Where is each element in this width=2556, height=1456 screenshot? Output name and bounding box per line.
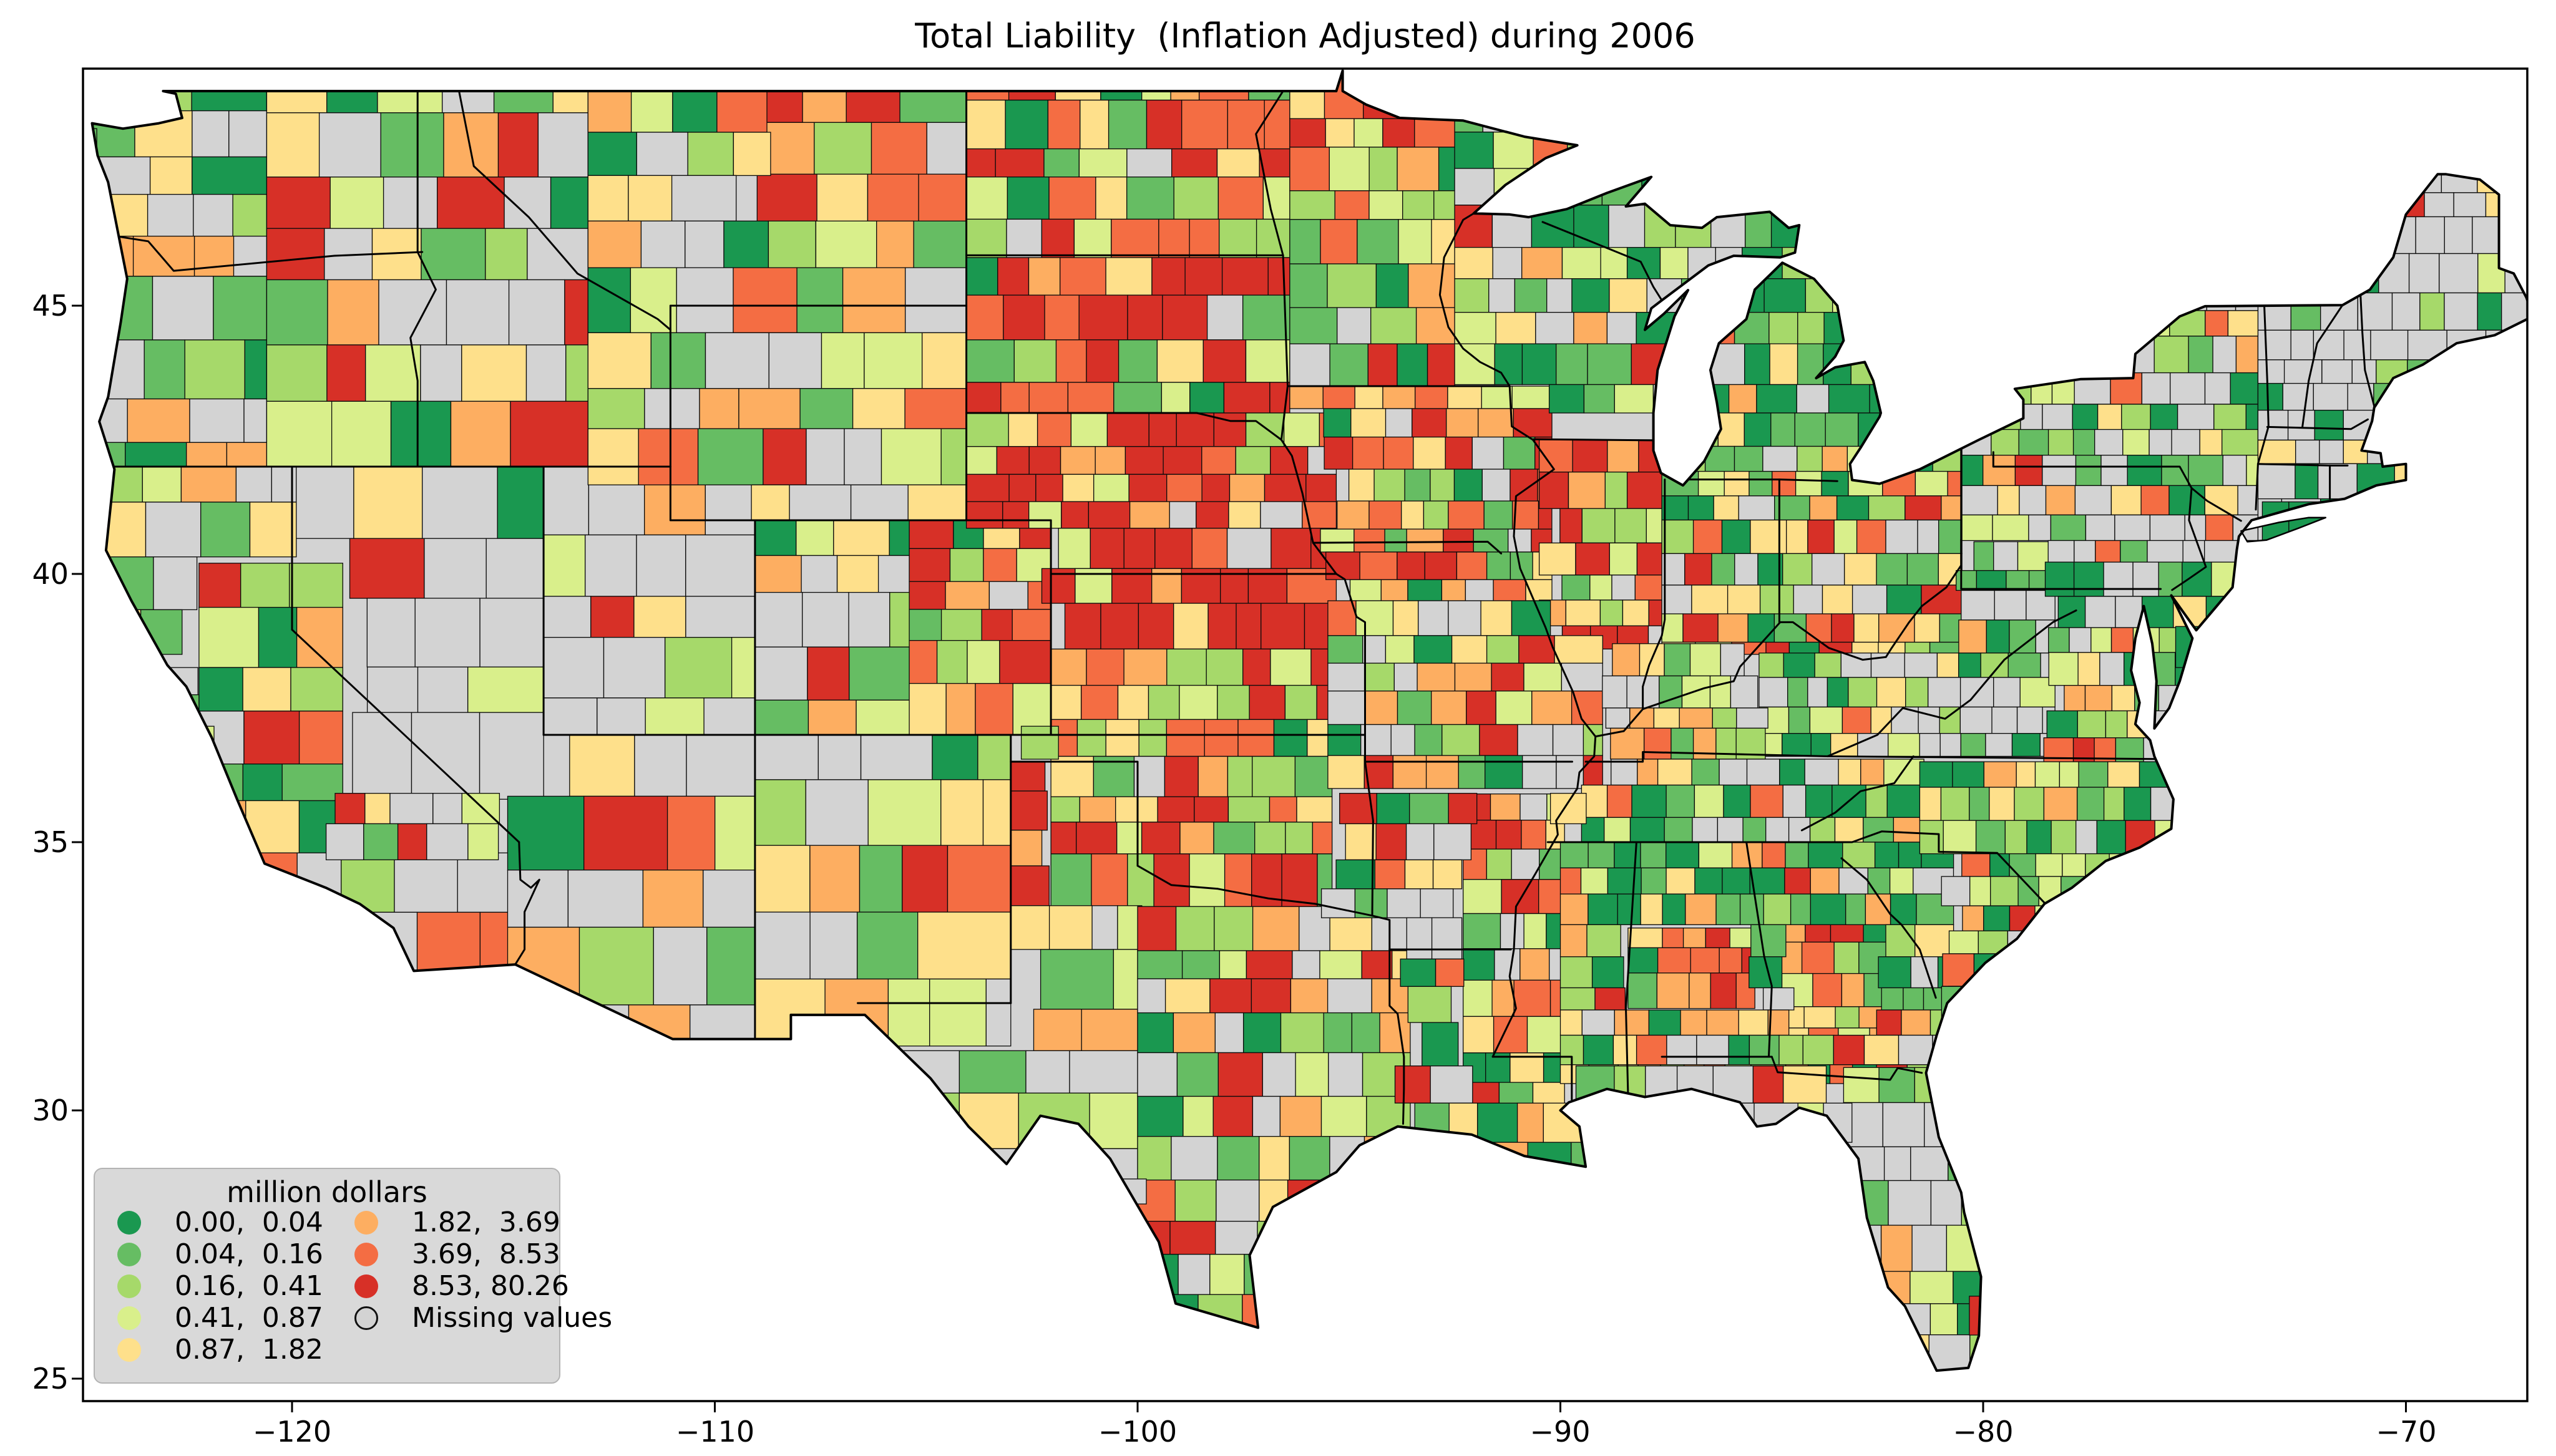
legend-item: 0.00, 0.04 [117, 1206, 323, 1238]
x-axis-tick-label: −120 [252, 1415, 332, 1449]
y-axis-tick-label: 45 [32, 289, 69, 323]
legend-item-label: 1.82, 3.69 [412, 1206, 560, 1238]
legend-item-label: 8.53, 80.26 [412, 1270, 569, 1302]
legend-item: 3.69, 8.53 [354, 1238, 560, 1270]
legend-swatch-bin-1 [117, 1211, 141, 1235]
legend-item-label: 0.04, 0.16 [175, 1238, 323, 1270]
legend-swatch-bin-3 [117, 1274, 141, 1298]
legend-item-label: 3.69, 8.53 [412, 1238, 560, 1270]
legend-swatch-bin-2 [117, 1243, 141, 1266]
legend-item: 1.82, 3.69 [354, 1206, 560, 1238]
legend-swatch-bin-4 [117, 1306, 141, 1330]
y-axis-tick-label: 30 [32, 1094, 69, 1127]
legend-item-label: 0.41, 0.87 [175, 1302, 323, 1334]
chart-title: Total Liability (Inflation Adjusted) dur… [915, 16, 1695, 56]
legend-swatch-bin-8 [354, 1274, 378, 1298]
legend-item-label: Missing values [412, 1302, 613, 1334]
legend-title: million dollars [227, 1175, 427, 1209]
y-axis-tick-label: 40 [32, 557, 69, 591]
y-axis-tick-label: 25 [32, 1362, 69, 1395]
x-axis-tick-label: −110 [675, 1415, 755, 1449]
legend-item-label: 0.87, 1.82 [175, 1334, 323, 1366]
x-axis-tick-label: −70 [2376, 1415, 2437, 1449]
legend-item: 0.41, 0.87 [117, 1302, 323, 1334]
legend-swatch-bin-7 [354, 1243, 378, 1266]
legend-item-label: 0.00, 0.04 [175, 1206, 323, 1238]
x-axis-tick-label: −90 [1529, 1415, 1591, 1449]
legend-swatch-bin-6 [354, 1211, 378, 1235]
legend-item: Missing values [354, 1302, 613, 1334]
legend-item: 0.04, 0.16 [117, 1238, 323, 1270]
legend-swatch-missing [354, 1306, 378, 1330]
legend-item: 0.87, 1.82 [117, 1334, 323, 1366]
legend-item: 8.53, 80.26 [354, 1270, 569, 1302]
legend-item: 0.16, 0.41 [117, 1270, 323, 1302]
legend-item-label: 0.16, 0.41 [175, 1270, 323, 1302]
x-axis-tick-label: −100 [1098, 1415, 1178, 1449]
y-axis-tick-label: 35 [32, 825, 69, 859]
legend-box: million dollars 0.00, 0.04 0.04, 0.16 0.… [94, 1168, 612, 1384]
legend-swatch-bin-5 [117, 1338, 141, 1362]
x-axis-tick-label: −80 [1953, 1415, 2014, 1449]
